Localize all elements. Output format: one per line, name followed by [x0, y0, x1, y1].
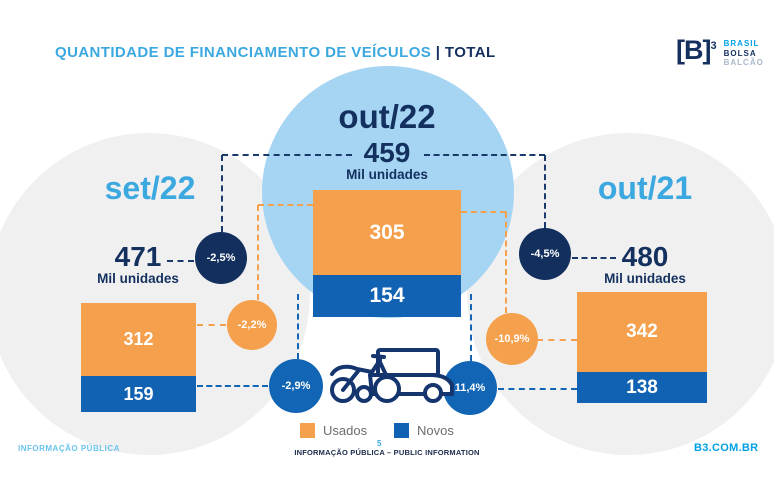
total-dash-to-471 [167, 260, 194, 262]
total-dash-to-480 [572, 257, 616, 259]
badge-novos-left: -2,9% [269, 359, 323, 413]
b3-logo-line-brasil: BRASIL [723, 39, 760, 48]
badge-novos-right: 11,4% [443, 361, 497, 415]
bar-out21: 342 138 [577, 292, 707, 403]
page-title: QUANTIDADE DE FINANCIAMENTO DE VEÍCULOS … [55, 44, 496, 61]
novos-dash-center-left-drop [297, 294, 299, 359]
period-label-set22: set/22 [104, 170, 196, 206]
usados-dash-center-left [258, 204, 313, 206]
badge-usados-left: -2,2% [227, 300, 277, 350]
novos-dash-to-right-bar [498, 388, 577, 390]
total-dash-left-drop [221, 155, 223, 232]
legend-novos-swatch-icon [394, 423, 409, 438]
usados-dash-right-drop [505, 212, 507, 313]
legend-novos-label: Novos [417, 423, 454, 438]
total-dash-left [222, 154, 352, 156]
total-value-set22: 471 [114, 241, 162, 272]
footer-website-link[interactable]: B3.COM.BR [694, 442, 759, 454]
usados-dash-center-right [461, 211, 506, 213]
usados-dash-to-left-bar [197, 324, 226, 326]
novos-dash-center-right-drop [470, 294, 472, 361]
bar-out22: 305 154 [313, 190, 461, 317]
legend-item-novos: Novos [394, 423, 454, 438]
b3-logo-mark: [B]3 [676, 35, 717, 65]
bar-set22-novos: 159 [81, 376, 196, 412]
bar-set22: 312 159 [81, 303, 196, 412]
b3-logo-icon: [B]3 BRASIL BOLSA BALCÃO [676, 33, 764, 68]
legend-item-usados: Usados [300, 423, 367, 438]
total-unit-out22: Mil unidades [346, 167, 428, 182]
b3-logo-text: BRASIL BOLSA BALCÃO [724, 33, 764, 68]
total-set22: 471 Mil unidades [53, 241, 223, 287]
page-title-emphasis: | TOTAL [435, 44, 496, 61]
b3-logo-line-balcao: BALCÃO [723, 58, 764, 67]
b3-logo-line-bolsa: BOLSA [723, 48, 757, 58]
page-title-main: QUANTIDADE DE FINANCIAMENTO DE VEÍCULOS [55, 44, 432, 61]
total-out21: 480 Mil unidades [560, 241, 730, 287]
footer-classification-center: INFORMAÇÃO PÚBLICA – PUBLIC INFORMATION [294, 448, 480, 457]
period-label-out21: out/21 [597, 170, 693, 206]
total-dash-right [424, 154, 545, 156]
period-label-out22: out/22 [338, 98, 436, 135]
bar-set22-usados: 312 [81, 303, 196, 376]
badge-total-left: -2,5% [195, 232, 247, 284]
total-unit-out21: Mil unidades [604, 271, 686, 286]
legend-usados-label: Usados [323, 423, 368, 438]
bar-out21-novos: 138 [577, 372, 707, 403]
total-dash-right-drop [544, 155, 546, 228]
total-value-out22: 459 [363, 137, 411, 168]
vehicles-icon [328, 346, 456, 404]
total-value-out21: 480 [621, 241, 669, 272]
footer-classification-left: INFORMAÇÃO PÚBLICA [18, 444, 120, 453]
badge-total-right: -4,5% [519, 228, 571, 280]
total-unit-set22: Mil unidades [97, 271, 179, 286]
total-out22: 459 Mil unidades [302, 137, 472, 183]
usados-dash-to-right-bar [537, 339, 577, 341]
usados-dash-left-drop [257, 205, 259, 300]
badge-usados-right: -10,9% [486, 313, 538, 365]
bar-out22-novos: 154 [313, 275, 461, 317]
bar-out22-usados: 305 [313, 190, 461, 275]
page-number: 5 [377, 439, 382, 448]
bar-out21-usados: 342 [577, 292, 707, 372]
novos-dash-from-left-bar [197, 385, 268, 387]
legend-usados-swatch-icon [300, 423, 315, 438]
